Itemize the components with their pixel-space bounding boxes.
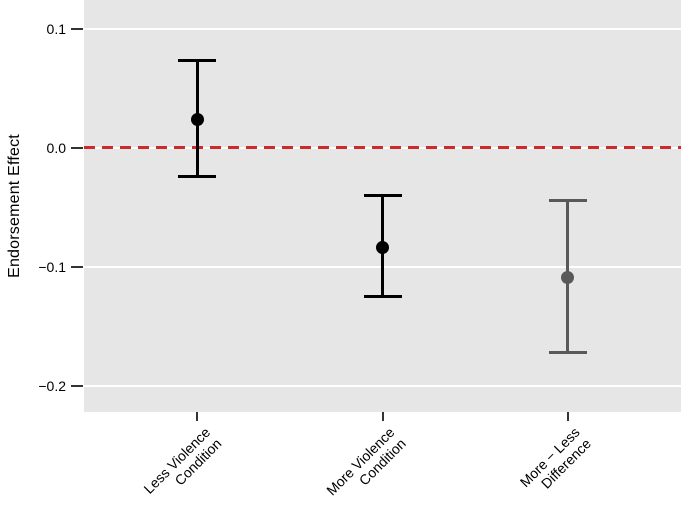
x-axis-label: More − Less Difference bbox=[517, 424, 594, 501]
x-tick bbox=[566, 412, 569, 421]
point-estimate bbox=[376, 241, 389, 255]
error-bar-cap-bottom bbox=[548, 350, 587, 354]
y-tick bbox=[71, 27, 83, 30]
error-bar-cap-top bbox=[548, 198, 587, 202]
y-tick bbox=[71, 265, 83, 268]
error-bar-cap-bottom bbox=[178, 174, 217, 178]
x-tick bbox=[196, 412, 199, 421]
zero-reference-line bbox=[84, 145, 681, 149]
y-tick-label: 0.1 bbox=[46, 20, 66, 37]
y-gridline bbox=[84, 27, 681, 30]
x-tick bbox=[381, 412, 384, 421]
point-estimate bbox=[561, 270, 575, 284]
x-axis-label: More Violence Condition bbox=[323, 424, 409, 510]
y-tick bbox=[71, 146, 83, 149]
error-bar-cap-top bbox=[178, 59, 217, 63]
error-bar-cap-top bbox=[363, 193, 402, 197]
plot-panel bbox=[84, 0, 681, 412]
y-tick bbox=[71, 384, 83, 387]
y-gridline bbox=[84, 384, 681, 387]
y-tick-label: 0.0 bbox=[46, 139, 66, 156]
point-estimate bbox=[190, 112, 204, 126]
error-bar-cap-bottom bbox=[363, 294, 402, 298]
y-tick-label: −0.2 bbox=[38, 377, 66, 394]
y-tick-label: −0.1 bbox=[38, 258, 66, 275]
y-axis-title-box: Endorsement Effect bbox=[0, 0, 30, 412]
x-axis-label: Less Violence Condition bbox=[140, 424, 224, 508]
